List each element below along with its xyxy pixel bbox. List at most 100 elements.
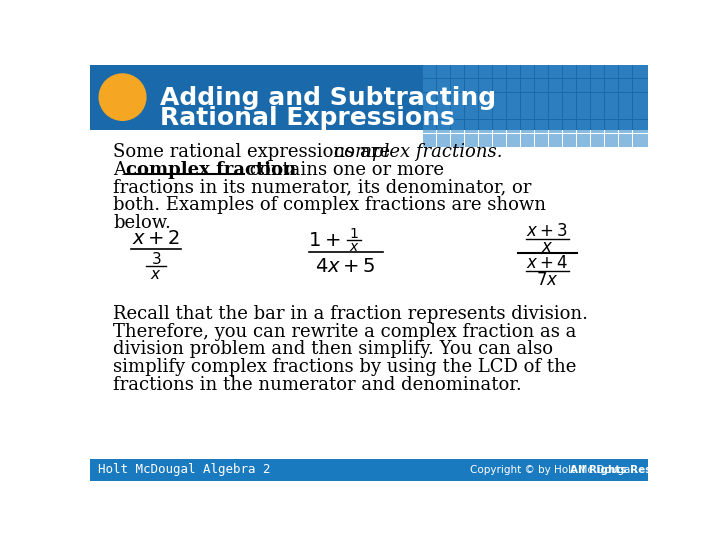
Bar <box>577 65 590 78</box>
Text: complex fractions.: complex fractions. <box>334 143 503 161</box>
Text: Therefore, you can rewrite a complex fraction as a: Therefore, you can rewrite a complex fra… <box>113 323 577 341</box>
Bar <box>577 106 590 119</box>
Bar <box>423 65 436 78</box>
Bar <box>451 65 464 78</box>
Bar <box>535 65 548 78</box>
Bar <box>535 92 548 106</box>
Bar <box>590 65 604 78</box>
Bar <box>479 92 492 106</box>
Bar <box>423 134 436 147</box>
Text: Adding and Subtracting: Adding and Subtracting <box>160 86 496 110</box>
Bar <box>465 134 478 147</box>
Bar <box>465 106 478 119</box>
Text: $4x + 5$: $4x + 5$ <box>315 257 376 276</box>
Bar <box>549 106 562 119</box>
Bar <box>647 65 660 78</box>
Bar <box>660 79 674 92</box>
Bar <box>647 134 660 147</box>
Text: Some rational expressions are: Some rational expressions are <box>113 143 396 161</box>
Bar <box>577 92 590 106</box>
Bar <box>647 92 660 106</box>
Text: below.: below. <box>113 214 171 232</box>
Bar <box>535 79 548 92</box>
Text: $x + 3$: $x + 3$ <box>526 222 568 240</box>
Text: complex fraction: complex fraction <box>127 161 297 179</box>
Text: $x + 4$: $x + 4$ <box>526 254 568 273</box>
Bar <box>493 134 506 147</box>
Bar <box>590 79 604 92</box>
Bar <box>437 79 451 92</box>
Bar <box>451 120 464 133</box>
Bar <box>493 106 506 119</box>
Text: Recall that the bar in a fraction represents division.: Recall that the bar in a fraction repres… <box>113 305 588 323</box>
Bar <box>632 120 646 133</box>
Bar <box>632 79 646 92</box>
Text: A: A <box>113 161 132 179</box>
Bar <box>632 65 646 78</box>
Bar <box>647 120 660 133</box>
Bar <box>605 120 618 133</box>
Bar <box>577 134 590 147</box>
Bar <box>451 134 464 147</box>
Bar <box>632 92 646 106</box>
Text: Copyright © by Holt Mc Dougal.: Copyright © by Holt Mc Dougal. <box>469 465 640 475</box>
Bar <box>465 92 478 106</box>
Text: fractions in the numerator and denominator.: fractions in the numerator and denominat… <box>113 376 522 394</box>
Bar <box>507 106 520 119</box>
Ellipse shape <box>99 73 147 121</box>
Bar <box>90 65 648 130</box>
Bar <box>521 65 534 78</box>
Bar <box>493 65 506 78</box>
Bar <box>618 65 631 78</box>
Bar <box>423 79 436 92</box>
Bar <box>507 134 520 147</box>
Bar <box>493 92 506 106</box>
Bar <box>479 106 492 119</box>
Bar <box>590 120 604 133</box>
Bar <box>423 106 436 119</box>
Bar <box>465 79 478 92</box>
Text: $x$: $x$ <box>541 238 554 255</box>
Bar <box>632 106 646 119</box>
Bar <box>549 134 562 147</box>
Bar <box>660 120 674 133</box>
Bar <box>605 134 618 147</box>
Bar <box>437 92 451 106</box>
Text: Rational Expressions: Rational Expressions <box>160 106 454 130</box>
Bar <box>563 65 576 78</box>
Bar <box>647 79 660 92</box>
Bar <box>90 459 648 481</box>
Bar <box>521 92 534 106</box>
Bar <box>423 120 436 133</box>
Bar <box>563 79 576 92</box>
Bar <box>647 106 660 119</box>
Bar <box>479 79 492 92</box>
Bar <box>605 92 618 106</box>
Bar <box>563 134 576 147</box>
Bar <box>660 92 674 106</box>
Text: $1 +$: $1 +$ <box>307 231 341 250</box>
Bar <box>660 65 674 78</box>
Bar <box>549 92 562 106</box>
Bar <box>605 65 618 78</box>
Bar <box>660 106 674 119</box>
Bar <box>437 134 451 147</box>
Bar <box>451 92 464 106</box>
Bar <box>493 120 506 133</box>
Bar <box>465 65 478 78</box>
Bar <box>507 120 520 133</box>
Bar <box>535 134 548 147</box>
Bar <box>660 134 674 147</box>
Bar <box>423 92 436 106</box>
Bar <box>521 120 534 133</box>
Bar <box>618 79 631 92</box>
Bar <box>521 134 534 147</box>
Bar <box>563 120 576 133</box>
Text: division problem and then simplify. You can also: division problem and then simplify. You … <box>113 340 553 359</box>
Bar <box>493 79 506 92</box>
Bar <box>451 106 464 119</box>
Bar <box>590 106 604 119</box>
Bar <box>451 79 464 92</box>
Bar <box>535 120 548 133</box>
Bar <box>549 65 562 78</box>
